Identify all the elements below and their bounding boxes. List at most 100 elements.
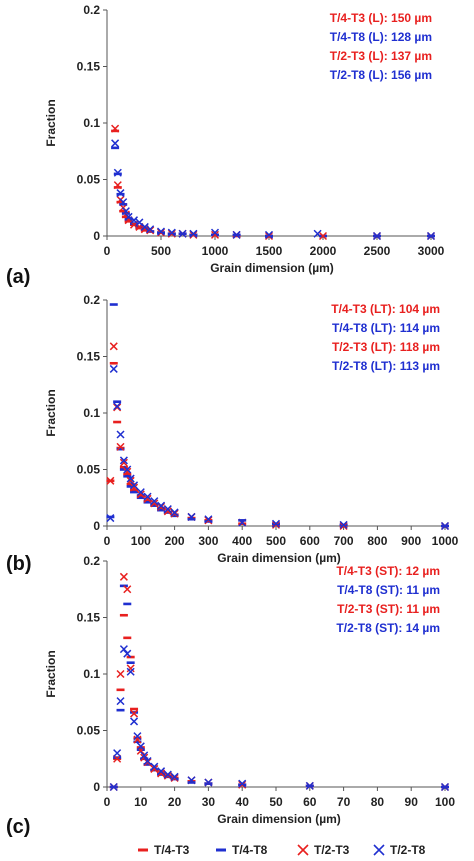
data-point-cross	[119, 572, 128, 581]
data-point-cross	[210, 230, 220, 239]
y-tick-label: 0.15	[77, 60, 101, 74]
data-point-cross	[109, 342, 118, 351]
data-point-cross	[133, 735, 142, 744]
data-point-cross	[150, 497, 159, 506]
y-axis-title: Fraction	[44, 99, 58, 146]
x-tick-label: 20	[168, 795, 182, 809]
data-point-cross	[305, 781, 314, 790]
data-point-cross	[111, 124, 120, 133]
data-point-cross	[123, 467, 132, 476]
y-tick-label: 0.2	[83, 554, 100, 568]
data-point-cross	[113, 749, 122, 758]
legend-label: T/4-T8	[232, 843, 268, 857]
mean-size-annotation: T/4-T3 (L): 150 µm	[330, 11, 432, 25]
data-point-cross	[123, 585, 132, 594]
y-tick-label: 0.1	[83, 116, 100, 130]
mean-size-annotation: T/2-T3 (L): 137 µm	[330, 49, 432, 63]
x-tick-label: 1000	[202, 244, 229, 258]
x-tick-label: 80	[371, 795, 385, 809]
data-point-cross	[119, 645, 128, 654]
y-tick-label: 0.15	[77, 611, 101, 625]
y-tick-label: 0.15	[77, 350, 101, 364]
mean-size-annotation: T/2-T8 (LT): 113 µm	[332, 359, 440, 373]
x-tick-label: 300	[198, 534, 218, 548]
data-point-cross	[116, 189, 125, 198]
x-tick-label: 500	[266, 534, 286, 548]
data-point-cross	[143, 492, 152, 501]
data-point-cross	[116, 697, 125, 706]
y-tick-label: 0.2	[83, 3, 100, 17]
data-point-cross	[150, 762, 159, 771]
data-point-cross	[113, 168, 122, 177]
mean-size-annotation: T/2-T8 (ST): 14 µm	[336, 621, 440, 635]
data-point-cross	[133, 732, 142, 741]
data-point-cross	[204, 778, 213, 787]
data-point-cross	[156, 228, 166, 237]
x-tick-label: 2000	[310, 244, 337, 258]
data-point-cross	[116, 430, 125, 439]
data-point-cross	[440, 521, 450, 531]
mean-size-annotation: T/2-T8 (L): 156 µm	[330, 68, 432, 82]
data-point-cross	[130, 481, 139, 490]
mean-size-annotation: T/4-T3 (ST): 12 µm	[336, 564, 440, 578]
data-point-cross	[163, 771, 172, 780]
mean-size-annotation: T/4-T8 (L): 128 µm	[330, 30, 432, 44]
legend-label: T/2-T3	[314, 843, 350, 857]
data-point-cross	[124, 212, 133, 221]
data-point-cross	[116, 669, 125, 679]
x-tick-label: 400	[232, 534, 252, 548]
data-point-cross	[232, 230, 241, 239]
data-point-cross	[109, 782, 118, 792]
data-point-cross	[163, 507, 172, 516]
data-point-cross	[136, 742, 145, 751]
data-point-cross	[157, 769, 166, 778]
data-point-cross	[157, 502, 166, 511]
data-point-cross	[318, 231, 328, 241]
x-tick-label: 3000	[418, 244, 445, 258]
data-point-cross	[167, 229, 176, 238]
data-point-cross	[106, 514, 115, 523]
data-point-cross	[126, 476, 135, 485]
legend-swatch-cross	[297, 844, 309, 856]
data-point-cross	[210, 228, 220, 237]
data-point-cross	[150, 499, 159, 508]
y-tick-label: 0	[93, 780, 100, 794]
legend-label: T/2-T8	[390, 843, 426, 857]
data-point-cross	[130, 717, 139, 726]
data-point-cross	[440, 782, 450, 792]
data-point-cross	[271, 519, 281, 528]
data-point-cross	[167, 228, 176, 237]
x-tick-label: 10	[134, 795, 148, 809]
data-point-cross	[106, 476, 115, 485]
data-point-cross	[204, 515, 213, 524]
data-point-cross	[313, 229, 322, 238]
x-tick-label: 50	[269, 795, 283, 809]
data-point-cross	[339, 521, 348, 531]
x-tick-label: 2500	[364, 244, 391, 258]
data-point-cross	[170, 773, 179, 782]
data-point-cross	[113, 402, 122, 411]
x-tick-label: 0	[104, 534, 111, 548]
x-tick-label: 800	[367, 534, 387, 548]
data-point-cross	[238, 780, 247, 789]
legend-label: T/4-T3	[154, 843, 190, 857]
data-point-cross	[143, 758, 152, 767]
x-tick-label: 1500	[256, 244, 283, 258]
panel-label: (a)	[6, 266, 30, 288]
data-point-cross	[111, 139, 120, 148]
data-point-cross	[130, 483, 139, 492]
mean-size-annotation: T/2-T3 (LT): 118 µm	[332, 340, 440, 354]
x-tick-label: 100	[131, 534, 151, 548]
y-tick-label: 0.05	[77, 724, 101, 738]
x-tick-label: 900	[401, 534, 421, 548]
x-axis-title: Grain dimension (µm)	[210, 261, 334, 275]
x-tick-label: 500	[151, 244, 171, 258]
x-tick-label: 200	[165, 534, 185, 548]
data-point-cross	[339, 520, 348, 529]
y-tick-label: 0	[93, 229, 100, 243]
data-point-cross	[163, 770, 172, 779]
data-point-cross	[178, 229, 187, 238]
data-point-cross	[116, 442, 125, 451]
y-tick-label: 0.1	[83, 667, 100, 681]
data-point-cross	[126, 474, 135, 483]
